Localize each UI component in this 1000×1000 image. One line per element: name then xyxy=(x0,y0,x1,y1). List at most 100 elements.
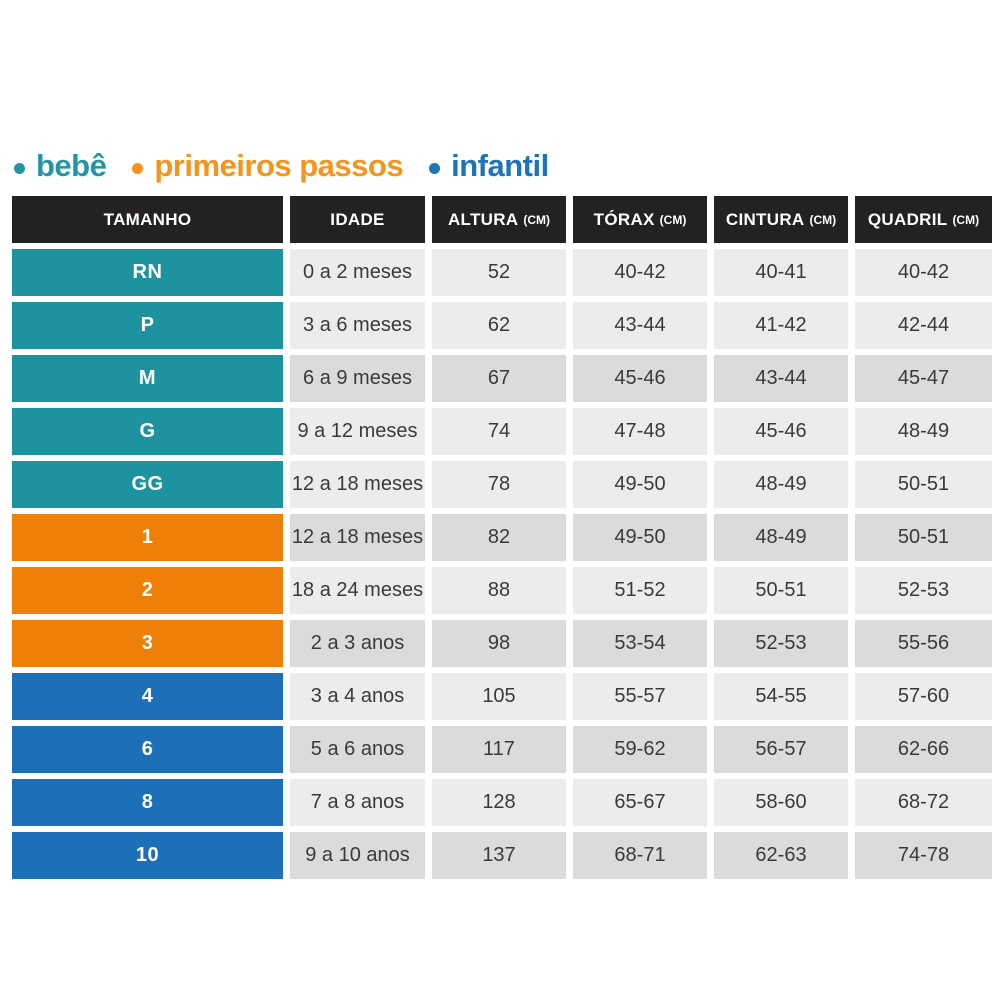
cell-torax: 65-67 xyxy=(573,779,707,826)
cell-quadril: 50-51 xyxy=(855,461,992,508)
table-row: M 6 a 9 meses 67 45-46 43-44 45-47 xyxy=(12,355,992,402)
legend-label: infantil xyxy=(451,148,549,183)
cell-idade: 9 a 10 anos xyxy=(290,832,425,879)
header-cell-altura: ALTURA (CM) xyxy=(432,196,566,243)
cell-quadril: 68-72 xyxy=(855,779,992,826)
size-cell: GG xyxy=(12,461,283,508)
table-row: P 3 a 6 meses 62 43-44 41-42 42-44 xyxy=(12,302,992,349)
table-rows: RN 0 a 2 meses 52 40-42 40-41 40-42 P 3 … xyxy=(12,249,992,879)
cell-altura: 88 xyxy=(432,567,566,614)
table-row: RN 0 a 2 meses 52 40-42 40-41 40-42 xyxy=(12,249,992,296)
table-row: 2 18 a 24 meses 88 51-52 50-51 52-53 xyxy=(12,567,992,614)
cell-quadril: 55-56 xyxy=(855,620,992,667)
header-label: QUADRIL xyxy=(867,209,948,229)
size-cell: 4 xyxy=(12,673,283,720)
header-label: CINTURA xyxy=(725,209,805,229)
cell-quadril: 40-42 xyxy=(855,249,992,296)
cell-idade: 5 a 6 anos xyxy=(290,726,425,773)
header-label: IDADE xyxy=(330,209,385,229)
header-unit: (CM) xyxy=(952,212,980,227)
cell-cintura: 48-49 xyxy=(714,514,848,561)
size-cell: RN xyxy=(12,249,283,296)
cell-altura: 67 xyxy=(432,355,566,402)
size-cell: 2 xyxy=(12,567,283,614)
header-cell-cintura: CINTURA (CM) xyxy=(714,196,848,243)
cell-torax: 49-50 xyxy=(573,461,707,508)
cell-cintura: 43-44 xyxy=(714,355,848,402)
cell-idade: 0 a 2 meses xyxy=(290,249,425,296)
cell-torax: 53-54 xyxy=(573,620,707,667)
cell-altura: 128 xyxy=(432,779,566,826)
cell-altura: 74 xyxy=(432,408,566,455)
cell-altura: 105 xyxy=(432,673,566,720)
cell-quadril: 74-78 xyxy=(855,832,992,879)
cell-idade: 12 a 18 meses xyxy=(290,461,425,508)
legend-item-infantil: infantil xyxy=(429,148,549,184)
cell-altura: 52 xyxy=(432,249,566,296)
table-row: GG 12 a 18 meses 78 49-50 48-49 50-51 xyxy=(12,461,992,508)
cell-altura: 62 xyxy=(432,302,566,349)
table-row: 8 7 a 8 anos 128 65-67 58-60 68-72 xyxy=(12,779,992,826)
header-unit: (CM) xyxy=(809,212,837,227)
cell-quadril: 50-51 xyxy=(855,514,992,561)
cell-torax: 51-52 xyxy=(573,567,707,614)
cell-altura: 98 xyxy=(432,620,566,667)
header-unit: (CM) xyxy=(523,212,551,227)
cell-cintura: 41-42 xyxy=(714,302,848,349)
cell-cintura: 54-55 xyxy=(714,673,848,720)
header-cell-torax: TÓRAX (CM) xyxy=(573,196,707,243)
cell-altura: 117 xyxy=(432,726,566,773)
cell-cintura: 40-41 xyxy=(714,249,848,296)
cell-cintura: 56-57 xyxy=(714,726,848,773)
legend-item-primeiros-passos: primeiros passos xyxy=(132,148,404,184)
cell-quadril: 57-60 xyxy=(855,673,992,720)
cell-cintura: 45-46 xyxy=(714,408,848,455)
cell-quadril: 62-66 xyxy=(855,726,992,773)
table-row: 10 9 a 10 anos 137 68-71 62-63 74-78 xyxy=(12,832,992,879)
header-label: TAMANHO xyxy=(103,209,192,229)
table-row: G 9 a 12 meses 74 47-48 45-46 48-49 xyxy=(12,408,992,455)
cell-quadril: 45-47 xyxy=(855,355,992,402)
cell-torax: 47-48 xyxy=(573,408,707,455)
size-cell: P xyxy=(12,302,283,349)
cell-torax: 55-57 xyxy=(573,673,707,720)
table-row: 6 5 a 6 anos 117 59-62 56-57 62-66 xyxy=(12,726,992,773)
header-cell-tamanho: TAMANHO xyxy=(12,196,283,243)
cell-idade: 7 a 8 anos xyxy=(290,779,425,826)
cell-idade: 9 a 12 meses xyxy=(290,408,425,455)
legend-item-bebe: bebê xyxy=(14,148,107,184)
table-row: 4 3 a 4 anos 105 55-57 54-55 57-60 xyxy=(12,673,992,720)
cell-torax: 68-71 xyxy=(573,832,707,879)
cell-idade: 12 a 18 meses xyxy=(290,514,425,561)
cell-altura: 137 xyxy=(432,832,566,879)
bullet-icon xyxy=(132,162,144,174)
size-cell: M xyxy=(12,355,283,402)
cell-torax: 59-62 xyxy=(573,726,707,773)
cell-cintura: 52-53 xyxy=(714,620,848,667)
size-cell: 1 xyxy=(12,514,283,561)
cell-idade: 2 a 3 anos xyxy=(290,620,425,667)
table-header-row: TAMANHO IDADE ALTURA (CM) TÓRAX (CM) CIN… xyxy=(12,196,992,243)
legend-label: bebê xyxy=(36,148,107,183)
cell-torax: 43-44 xyxy=(573,302,707,349)
header-unit: (CM) xyxy=(659,212,687,227)
cell-altura: 82 xyxy=(432,514,566,561)
size-table: TAMANHO IDADE ALTURA (CM) TÓRAX (CM) CIN… xyxy=(12,196,992,879)
size-chart: bebê primeiros passos infantil TAMANHO I… xyxy=(12,147,992,879)
category-legend: bebê primeiros passos infantil xyxy=(14,147,992,185)
cell-idade: 6 a 9 meses xyxy=(290,355,425,402)
cell-cintura: 50-51 xyxy=(714,567,848,614)
size-cell: 10 xyxy=(12,832,283,879)
cell-torax: 45-46 xyxy=(573,355,707,402)
size-cell: 6 xyxy=(12,726,283,773)
header-label: ALTURA xyxy=(447,209,519,229)
header-cell-idade: IDADE xyxy=(290,196,425,243)
cell-idade: 3 a 4 anos xyxy=(290,673,425,720)
cell-idade: 18 a 24 meses xyxy=(290,567,425,614)
cell-altura: 78 xyxy=(432,461,566,508)
header-label: TÓRAX xyxy=(593,209,655,229)
cell-cintura: 48-49 xyxy=(714,461,848,508)
header-cell-quadril: QUADRIL (CM) xyxy=(855,196,992,243)
cell-quadril: 48-49 xyxy=(855,408,992,455)
table-row: 1 12 a 18 meses 82 49-50 48-49 50-51 xyxy=(12,514,992,561)
